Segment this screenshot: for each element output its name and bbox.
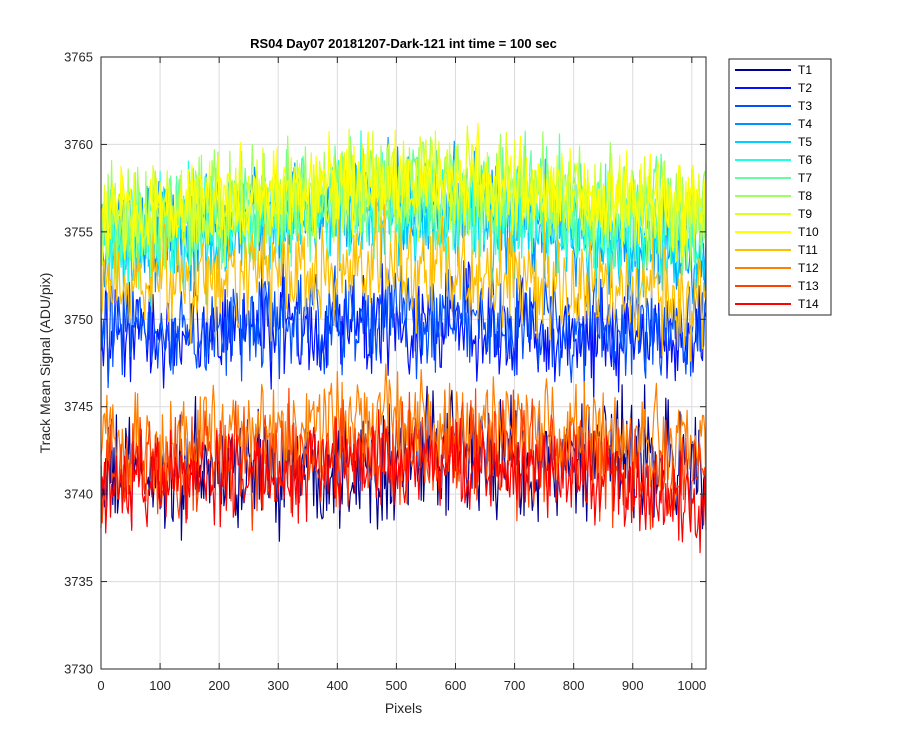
series-line-t14 <box>100 409 707 554</box>
x-axis-label: Pixels <box>385 700 422 716</box>
y-tick-label: 3740 <box>64 487 93 502</box>
chart-title: RS04 Day07 20181207-Dark-121 int time = … <box>250 36 557 51</box>
legend-entry-label: T11 <box>798 243 818 257</box>
x-tick-label: 400 <box>326 678 348 693</box>
legend-entry-label: T4 <box>798 117 812 131</box>
legend-entry-label: T3 <box>798 99 812 113</box>
legend: T1 T2 T3 T4 T5 T6 T7 T8 T9 T10 T11 T12 T13 T14 <box>728 58 832 316</box>
legend-entry-label: T8 <box>798 189 812 203</box>
y-tick-label: 3765 <box>64 50 93 65</box>
legend-entry-label: T7 <box>798 171 812 185</box>
y-axis-label: Track Mean Signal (ADU/pix) <box>37 273 53 454</box>
legend-entry-label: T1 <box>798 63 812 77</box>
x-tick-label: 300 <box>267 678 289 693</box>
x-tick-label: 900 <box>622 678 644 693</box>
x-tick-label: 700 <box>504 678 526 693</box>
plot-frame <box>100 56 707 670</box>
x-tick-label: 600 <box>445 678 467 693</box>
legend-entry-label: T14 <box>798 297 819 311</box>
x-tick-label: 1000 <box>677 678 706 693</box>
legend-entry-label: T2 <box>798 81 812 95</box>
legend-entry-label: T12 <box>798 261 819 275</box>
legend-entry-label: T9 <box>798 207 812 221</box>
y-tick-label: 3745 <box>64 399 93 414</box>
series-line-t3 <box>100 260 707 392</box>
x-tick-label: 0 <box>97 678 104 693</box>
series-lines <box>100 122 707 554</box>
axis-ticks: 0 100 200 300 400 500 600 700 800 900 1000 3730 3735… <box>64 50 706 694</box>
series-line-t10 <box>100 122 707 270</box>
y-tick-label: 3735 <box>64 574 93 589</box>
x-tick-label: 800 <box>563 678 585 693</box>
y-tick-label: 3730 <box>64 662 93 677</box>
x-tick-label: 100 <box>149 678 171 693</box>
legend-entry-label: T10 <box>798 225 819 239</box>
legend-box <box>728 58 832 316</box>
y-tick-label: 3760 <box>64 137 93 152</box>
legend-entry-label: T6 <box>798 153 812 167</box>
x-tick-label: 200 <box>208 678 230 693</box>
series-line-t11 <box>100 198 707 362</box>
legend-entry-label: T5 <box>798 135 812 149</box>
x-tick-label: 500 <box>386 678 408 693</box>
y-tick-label: 3750 <box>64 312 93 327</box>
legend-entry-label: T13 <box>798 279 819 293</box>
y-tick-label: 3755 <box>64 224 93 239</box>
